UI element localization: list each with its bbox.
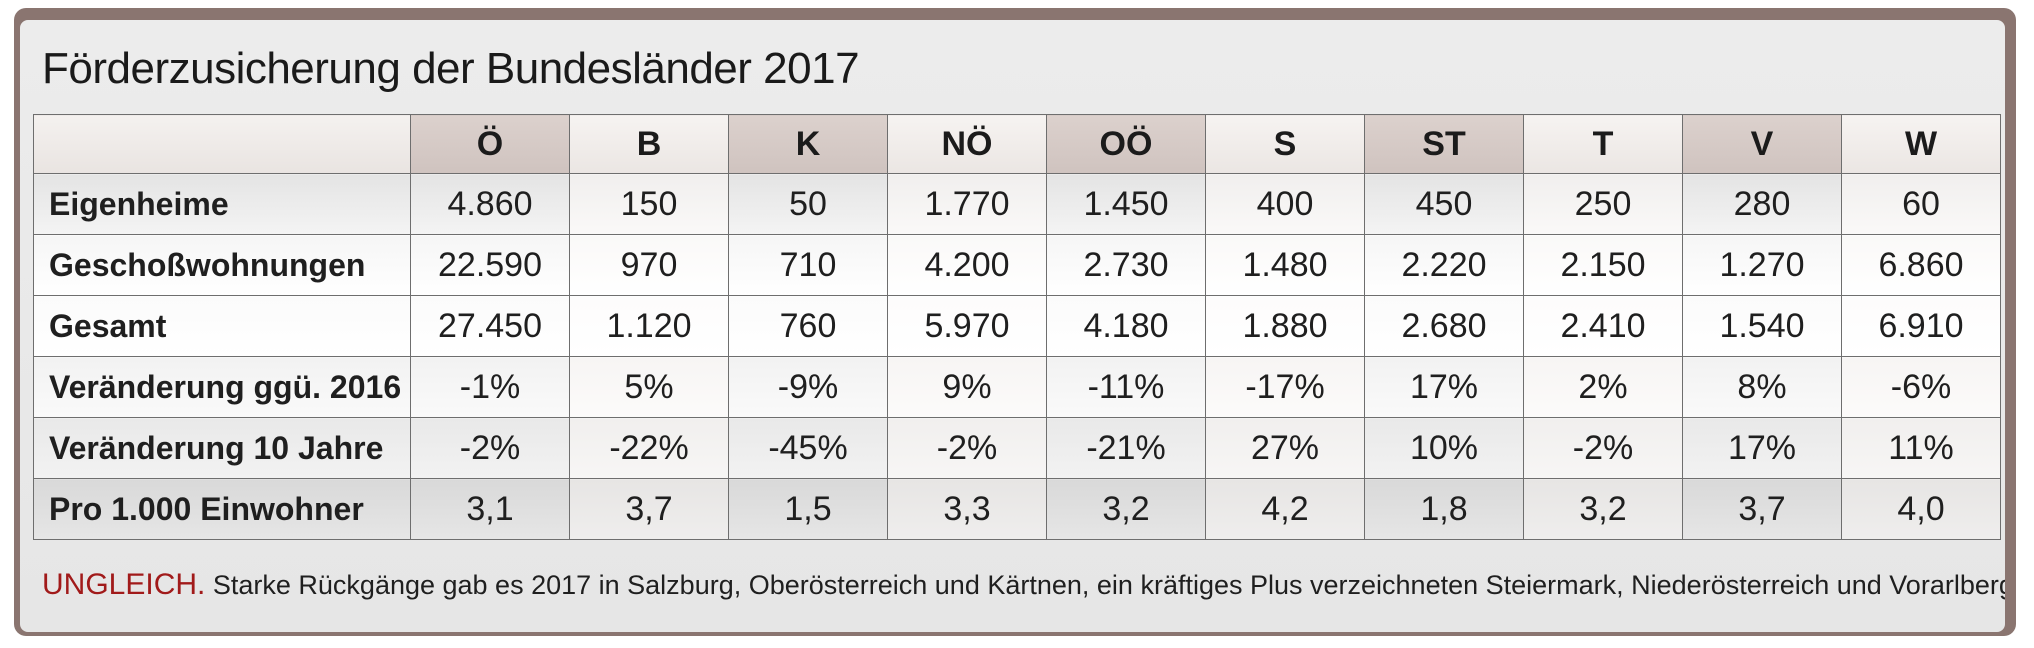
table-cell: 3,7 <box>1682 478 1842 540</box>
table-cell: -1% <box>410 356 570 418</box>
column-header: Ö <box>410 114 570 174</box>
header-row: Ö B K NÖ OÖ S ST T V W <box>33 114 2001 174</box>
table-cell: 3,7 <box>569 478 729 540</box>
table-cell: 27.450 <box>410 295 570 357</box>
table-cell: 6.910 <box>1841 295 2001 357</box>
table-cell: 9% <box>887 356 1047 418</box>
column-header: K <box>728 114 888 174</box>
table-cell: 17% <box>1682 417 1842 479</box>
table-cell: -21% <box>1046 417 1206 479</box>
table-cell: -45% <box>728 417 888 479</box>
table-cell: 250 <box>1523 173 1683 235</box>
table-cell: 3,1 <box>410 478 570 540</box>
caption-kicker: UNGLEICH. <box>42 568 206 601</box>
table-cell: 22.590 <box>410 234 570 296</box>
column-header: S <box>1205 114 1365 174</box>
table-cell: 2.410 <box>1523 295 1683 357</box>
table-row: Gesamt 27.450 1.120 760 5.970 4.180 1.880 2.680… <box>33 295 2001 357</box>
table-cell: 4,2 <box>1205 478 1365 540</box>
table-cell: 1.270 <box>1682 234 1842 296</box>
table-cell: 4,0 <box>1841 478 2001 540</box>
table-cell: 5% <box>569 356 729 418</box>
table-cell: 1.540 <box>1682 295 1842 357</box>
table-cell: 3,2 <box>1523 478 1683 540</box>
table-cell: 11% <box>1841 417 2001 479</box>
table-cell: 2.150 <box>1523 234 1683 296</box>
column-header: ST <box>1364 114 1524 174</box>
table-cell: -2% <box>410 417 570 479</box>
row-label: Eigenheime <box>33 173 411 235</box>
row-label: Veränderung ggü. 2016 <box>33 356 411 418</box>
table-cell: 1.770 <box>887 173 1047 235</box>
table-cell: 1.880 <box>1205 295 1365 357</box>
row-label: Geschoßwohnungen <box>33 234 411 296</box>
table-cell: -22% <box>569 417 729 479</box>
row-label: Veränderung 10 Jahre <box>33 417 411 479</box>
table-cell: 1.450 <box>1046 173 1206 235</box>
table-cell: 60 <box>1841 173 2001 235</box>
table-cell: 2.220 <box>1364 234 1524 296</box>
table-cell: 970 <box>569 234 729 296</box>
table-cell: 8% <box>1682 356 1842 418</box>
table-cell: 760 <box>728 295 888 357</box>
table-cell: -2% <box>887 417 1047 479</box>
table-cell: 50 <box>728 173 888 235</box>
corner-cell <box>33 114 411 174</box>
table-cell: 450 <box>1364 173 1524 235</box>
table-cell: 4.200 <box>887 234 1047 296</box>
table-cell: 1,8 <box>1364 478 1524 540</box>
table-cell: 400 <box>1205 173 1365 235</box>
table-cell: 2% <box>1523 356 1683 418</box>
column-header: V <box>1682 114 1842 174</box>
table-row: Geschoßwohnungen 22.590 970 710 4.200 2.730 1.… <box>33 234 2001 296</box>
table-cell: 17% <box>1364 356 1524 418</box>
infographic-panel: Förderzusicherung der Bundesländer 2017 … <box>20 20 2005 632</box>
column-header: OÖ <box>1046 114 1206 174</box>
table-cell: 3,2 <box>1046 478 1206 540</box>
table-cell: -2% <box>1523 417 1683 479</box>
table-cell: 280 <box>1682 173 1842 235</box>
table-cell: -17% <box>1205 356 1365 418</box>
table-cell: 27% <box>1205 417 1365 479</box>
table-row: Eigenheime 4.860 150 50 1.770 1.450 400 450 250 2… <box>33 173 2001 235</box>
caption: UNGLEICH. Starke Rückgänge gab es 2017 i… <box>42 568 2005 602</box>
table-cell: 1.480 <box>1205 234 1365 296</box>
table-cell: 4.180 <box>1046 295 1206 357</box>
data-table: Ö B K NÖ OÖ S ST T V W Eigenheime 4.860 15… <box>33 114 2001 540</box>
table-cell: -9% <box>728 356 888 418</box>
table-row: Veränderung 10 Jahre -2% -22% -45% -2% -21% 27… <box>33 417 2001 479</box>
table-cell: 6.860 <box>1841 234 2001 296</box>
table-cell: 3,3 <box>887 478 1047 540</box>
column-header: NÖ <box>887 114 1047 174</box>
column-header: B <box>569 114 729 174</box>
column-header: T <box>1523 114 1683 174</box>
caption-text: Starke Rückgänge gab es 2017 in Salzburg… <box>212 570 2005 600</box>
table-cell: 1.120 <box>569 295 729 357</box>
row-label: Gesamt <box>33 295 411 357</box>
table-cell: -6% <box>1841 356 2001 418</box>
table-cell: 5.970 <box>887 295 1047 357</box>
table-cell: 2.730 <box>1046 234 1206 296</box>
column-header: W <box>1841 114 2001 174</box>
table-cell: 1,5 <box>728 478 888 540</box>
row-label: Pro 1.000 Einwohner <box>33 478 411 540</box>
table-cell: 2.680 <box>1364 295 1524 357</box>
table-cell: 150 <box>569 173 729 235</box>
table-row: Pro 1.000 Einwohner 3,1 3,7 1,5 3,3 3,2 4,2 1,8… <box>33 478 2001 540</box>
table-cell: 4.860 <box>410 173 570 235</box>
table-title: Förderzusicherung der Bundesländer 2017 <box>42 44 860 93</box>
table-row: Veränderung ggü. 2016 -1% 5% -9% 9% -11% -17% 1… <box>33 356 2001 418</box>
table-cell: 10% <box>1364 417 1524 479</box>
table-cell: 710 <box>728 234 888 296</box>
table-cell: -11% <box>1046 356 1206 418</box>
